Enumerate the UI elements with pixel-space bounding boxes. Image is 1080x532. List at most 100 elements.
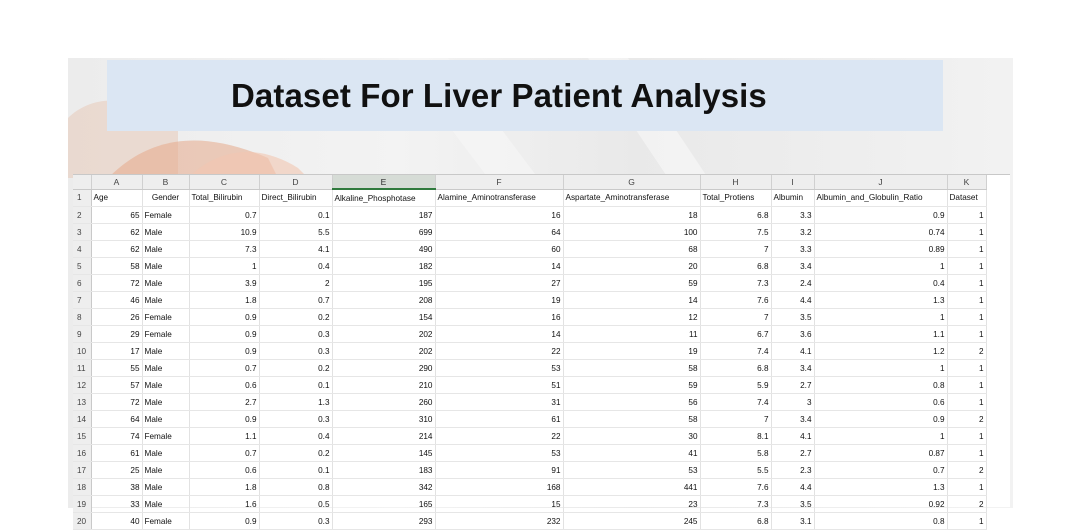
row-number[interactable]: 17 bbox=[73, 461, 92, 479]
cell-dataset[interactable]: 1 bbox=[947, 393, 987, 411]
cell-albumin[interactable]: 2.7 bbox=[771, 376, 815, 394]
cell-age[interactable]: 64 bbox=[91, 410, 143, 428]
cell-albumin[interactable]: 3.4 bbox=[771, 410, 815, 428]
cell-albumin-globulin-ratio[interactable]: 1.3 bbox=[814, 478, 948, 496]
cell-total-protiens[interactable]: 7.5 bbox=[700, 223, 772, 241]
cell-albumin-globulin-ratio[interactable]: 0.8 bbox=[814, 376, 948, 394]
cell-total-protiens[interactable]: 5.9 bbox=[700, 376, 772, 394]
row-number[interactable]: 15 bbox=[73, 427, 92, 445]
cell-age[interactable]: 33 bbox=[91, 495, 143, 513]
column-header-j[interactable]: J bbox=[814, 175, 948, 190]
cell-direct-bilirubin[interactable]: 5.5 bbox=[259, 223, 333, 241]
cell-alkaline-phosphotase[interactable]: 310 bbox=[332, 410, 436, 428]
cell-alkaline-phosphotase[interactable]: 699 bbox=[332, 223, 436, 241]
cell-dataset[interactable]: 2 bbox=[947, 410, 987, 428]
cell-gender[interactable]: Male bbox=[142, 376, 190, 394]
column-header-i[interactable]: I bbox=[771, 175, 815, 190]
cell-albumin[interactable]: 3 bbox=[771, 393, 815, 411]
cell-aspartate-aminotransferase[interactable]: 59 bbox=[563, 376, 701, 394]
cell-alamine-aminotransferase[interactable]: 27 bbox=[435, 274, 564, 292]
cell-alkaline-phosphotase[interactable]: 490 bbox=[332, 240, 436, 258]
cell-age[interactable]: 61 bbox=[91, 444, 143, 462]
cell-aspartate-aminotransferase[interactable]: 12 bbox=[563, 308, 701, 326]
cell-alkaline-phosphotase[interactable]: 195 bbox=[332, 274, 436, 292]
cell-age[interactable]: 57 bbox=[91, 376, 143, 394]
cell-direct-bilirubin[interactable]: 0.3 bbox=[259, 512, 333, 530]
cell-alkaline-phosphotase[interactable]: 145 bbox=[332, 444, 436, 462]
cell-alkaline-phosphotase[interactable]: 293 bbox=[332, 512, 436, 530]
cell-age[interactable]: 29 bbox=[91, 325, 143, 343]
cell-age[interactable]: 55 bbox=[91, 359, 143, 377]
cell-albumin-globulin-ratio[interactable]: 0.9 bbox=[814, 410, 948, 428]
cell-alkaline-phosphotase[interactable]: 202 bbox=[332, 342, 436, 360]
cell-aspartate-aminotransferase[interactable]: 41 bbox=[563, 444, 701, 462]
cell-aspartate-aminotransferase[interactable]: 19 bbox=[563, 342, 701, 360]
cell-direct-bilirubin[interactable]: 0.4 bbox=[259, 427, 333, 445]
cell-dataset[interactable]: 1 bbox=[947, 308, 987, 326]
row-number[interactable]: 6 bbox=[73, 274, 92, 292]
cell-direct-bilirubin[interactable]: 4.1 bbox=[259, 240, 333, 258]
cell-alkaline-phosphotase[interactable]: 260 bbox=[332, 393, 436, 411]
cell-direct-bilirubin[interactable]: 0.1 bbox=[259, 461, 333, 479]
cell-albumin-globulin-ratio[interactable]: 0.9 bbox=[814, 206, 948, 224]
row-number[interactable]: 12 bbox=[73, 376, 92, 394]
cell-dataset[interactable]: 1 bbox=[947, 257, 987, 275]
cell-total-protiens[interactable]: 6.7 bbox=[700, 325, 772, 343]
row-number[interactable]: 4 bbox=[73, 240, 92, 258]
cell-total-protiens[interactable]: 6.8 bbox=[700, 257, 772, 275]
cell-alamine-aminotransferase[interactable]: 15 bbox=[435, 495, 564, 513]
cell-total-protiens[interactable]: 7 bbox=[700, 240, 772, 258]
cell-albumin-globulin-ratio[interactable]: 0.92 bbox=[814, 495, 948, 513]
cell-alamine-aminotransferase[interactable]: 91 bbox=[435, 461, 564, 479]
cell-albumin-globulin-ratio[interactable]: 1 bbox=[814, 427, 948, 445]
header-cell-albumin[interactable]: Albumin bbox=[771, 189, 815, 207]
header-cell-total-protiens[interactable]: Total_Protiens bbox=[700, 189, 772, 207]
cell-albumin-globulin-ratio[interactable]: 0.6 bbox=[814, 393, 948, 411]
cell-aspartate-aminotransferase[interactable]: 68 bbox=[563, 240, 701, 258]
cell-total-protiens[interactable]: 6.8 bbox=[700, 359, 772, 377]
cell-total-protiens[interactable]: 5.5 bbox=[700, 461, 772, 479]
cell-age[interactable]: 74 bbox=[91, 427, 143, 445]
header-cell-dataset[interactable]: Dataset bbox=[947, 189, 987, 207]
column-header-f[interactable]: F bbox=[435, 175, 564, 190]
cell-age[interactable]: 46 bbox=[91, 291, 143, 309]
cell-albumin[interactable]: 3.5 bbox=[771, 308, 815, 326]
cell-total-bilirubin[interactable]: 0.9 bbox=[189, 325, 260, 343]
cell-albumin[interactable]: 3.3 bbox=[771, 240, 815, 258]
cell-dataset[interactable]: 1 bbox=[947, 359, 987, 377]
cell-gender[interactable]: Male bbox=[142, 274, 190, 292]
cell-total-bilirubin[interactable]: 0.7 bbox=[189, 444, 260, 462]
header-cell-alamine-aminotransferase[interactable]: Alamine_Aminotransferase bbox=[435, 189, 564, 207]
cell-direct-bilirubin[interactable]: 0.1 bbox=[259, 206, 333, 224]
cell-dataset[interactable]: 1 bbox=[947, 223, 987, 241]
row-number[interactable]: 1 bbox=[73, 189, 92, 207]
cell-alamine-aminotransferase[interactable]: 14 bbox=[435, 325, 564, 343]
cell-alamine-aminotransferase[interactable]: 22 bbox=[435, 427, 564, 445]
cell-age[interactable]: 58 bbox=[91, 257, 143, 275]
cell-albumin-globulin-ratio[interactable]: 0.4 bbox=[814, 274, 948, 292]
cell-age[interactable]: 62 bbox=[91, 223, 143, 241]
cell-direct-bilirubin[interactable]: 0.3 bbox=[259, 410, 333, 428]
cell-direct-bilirubin[interactable]: 0.2 bbox=[259, 308, 333, 326]
column-header-c[interactable]: C bbox=[189, 175, 260, 190]
cell-age[interactable]: 17 bbox=[91, 342, 143, 360]
column-header-a[interactable]: A bbox=[91, 175, 143, 190]
cell-gender[interactable]: Female bbox=[142, 427, 190, 445]
cell-total-bilirubin[interactable]: 0.6 bbox=[189, 461, 260, 479]
cell-direct-bilirubin[interactable]: 0.2 bbox=[259, 444, 333, 462]
cell-alamine-aminotransferase[interactable]: 22 bbox=[435, 342, 564, 360]
row-number[interactable]: 14 bbox=[73, 410, 92, 428]
cell-gender[interactable]: Male bbox=[142, 495, 190, 513]
cell-gender[interactable]: Female bbox=[142, 325, 190, 343]
cell-albumin[interactable]: 4.4 bbox=[771, 478, 815, 496]
cell-alamine-aminotransferase[interactable]: 51 bbox=[435, 376, 564, 394]
cell-direct-bilirubin[interactable]: 2 bbox=[259, 274, 333, 292]
cell-total-bilirubin[interactable]: 1.8 bbox=[189, 478, 260, 496]
cell-total-bilirubin[interactable]: 0.7 bbox=[189, 359, 260, 377]
cell-dataset[interactable]: 1 bbox=[947, 478, 987, 496]
cell-alamine-aminotransferase[interactable]: 14 bbox=[435, 257, 564, 275]
header-cell-direct-bilirubin[interactable]: Direct_Bilirubin bbox=[259, 189, 333, 207]
cell-direct-bilirubin[interactable]: 0.5 bbox=[259, 495, 333, 513]
cell-gender[interactable]: Male bbox=[142, 461, 190, 479]
cell-dataset[interactable]: 1 bbox=[947, 325, 987, 343]
